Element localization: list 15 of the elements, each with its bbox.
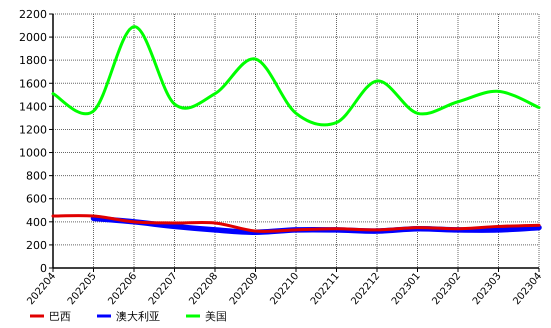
y-tick-label: 1000 — [19, 146, 47, 160]
y-tick-label: 1600 — [19, 77, 47, 90]
legend-label: 巴西 — [49, 310, 71, 323]
legend-label: 美国 — [205, 310, 227, 323]
y-tick-label: 2000 — [19, 31, 47, 44]
y-tick-label: 600 — [26, 192, 47, 206]
y-tick-label: 1800 — [19, 54, 47, 68]
y-tick-label: 400 — [26, 216, 47, 229]
y-tick-label: 200 — [26, 238, 47, 252]
y-tick-label: 800 — [26, 170, 47, 183]
y-tick-label: 0 — [40, 262, 47, 275]
y-tick-label: 1400 — [19, 100, 47, 114]
legend-label: 澳大利亚 — [116, 310, 160, 323]
y-tick-label: 2200 — [19, 8, 47, 21]
y-tick-label: 1200 — [19, 123, 47, 136]
